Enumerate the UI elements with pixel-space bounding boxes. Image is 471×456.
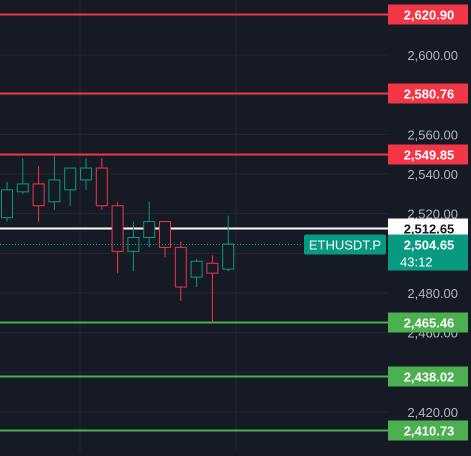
- last-price-marker: ETHUSDT.P 2,504.65 43:12: [0, 234, 468, 271]
- candle-body: [16, 183, 29, 193]
- symbol-tag: ETHUSDT.P: [309, 238, 381, 253]
- price-line-label: 2,438.02: [404, 370, 455, 385]
- candle-body: [64, 167, 77, 191]
- candle-body: [190, 260, 203, 278]
- candle-body: [174, 246, 187, 288]
- y-tick-label: 2,420.00: [407, 405, 458, 420]
- price-line-label-box: [388, 144, 468, 165]
- candle-body: [95, 167, 108, 207]
- price-line-label: 2,512.65: [404, 222, 455, 237]
- price-line-label: 2,620.90: [404, 8, 455, 23]
- y-tick-label: 2,560.00: [407, 127, 458, 142]
- symbol-tag-box: [304, 234, 386, 255]
- price-line-label-box: [388, 83, 468, 104]
- candles: [1, 156, 235, 323]
- last-price-label: 2,504.65: [404, 238, 455, 253]
- price-line-label-box: [388, 420, 468, 441]
- price-line-label-box: [388, 218, 468, 239]
- candle-body: [32, 183, 45, 207]
- price-line-label: 2,410.73: [404, 424, 455, 439]
- price-lines: 2,620.90 2,580.76 2,549.85 2,512.65 2,465.46…: [0, 4, 468, 441]
- price-line-label: 2,549.85: [404, 148, 455, 163]
- candle-body: [143, 221, 156, 238]
- candle-body: [80, 167, 92, 181]
- y-tick-label: 2,600.00: [407, 48, 458, 63]
- price-line-label-box: [388, 312, 468, 333]
- y-tick-label: 2,540.00: [407, 167, 458, 182]
- price-line-label-box: [388, 4, 468, 25]
- candle-body: [206, 262, 219, 274]
- candle-body: [1, 189, 13, 219]
- candle-body: [111, 205, 124, 252]
- price-line-label: 2,580.76: [404, 87, 455, 102]
- candle-body: [159, 221, 171, 248]
- countdown-label: 43:12: [400, 255, 433, 270]
- price-line-label-box: [388, 366, 468, 387]
- y-tick-label: 2,520.00: [407, 207, 458, 222]
- y-tick-label: 2,480.00: [407, 286, 458, 301]
- price-line-label: 2,465.46: [404, 316, 455, 331]
- candle-body: [222, 243, 235, 270]
- candle-body: [48, 179, 61, 203]
- last-price-label-box: [388, 234, 468, 271]
